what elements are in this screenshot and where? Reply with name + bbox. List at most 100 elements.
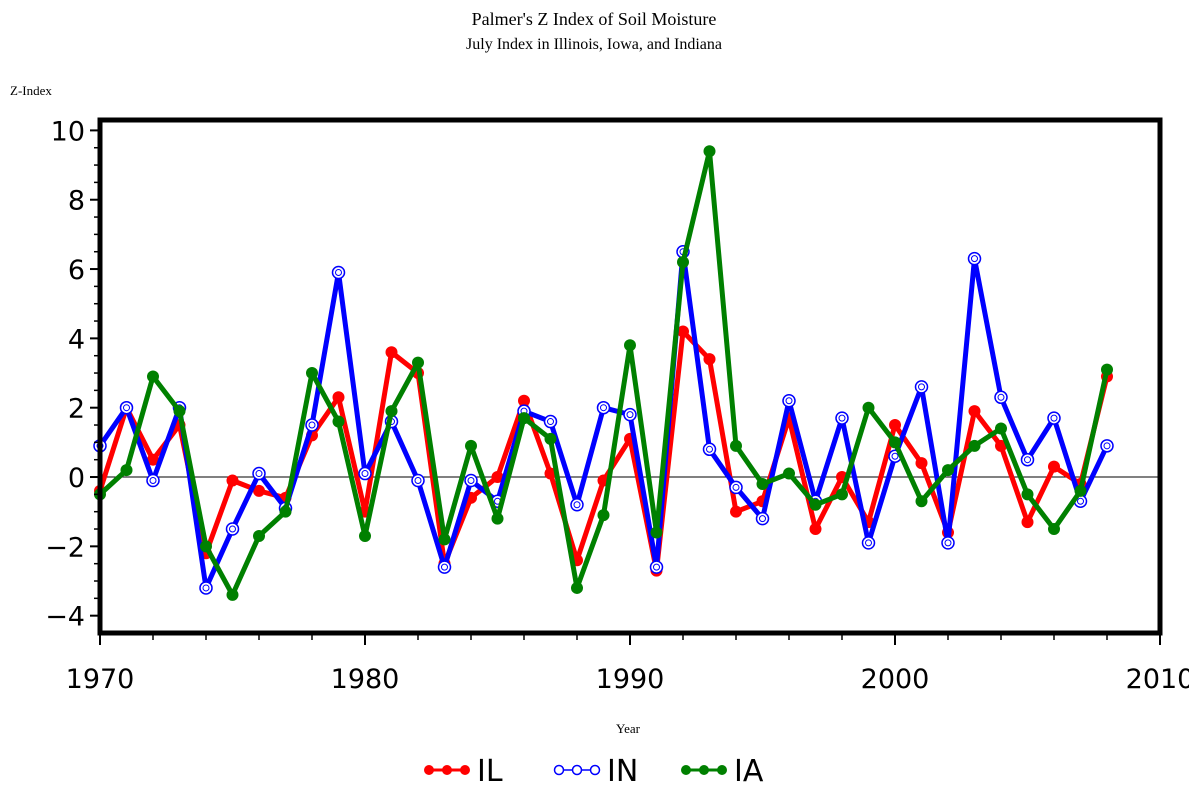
- legend-marker-ia: [717, 765, 727, 775]
- data-point-ia: [173, 405, 186, 418]
- data-point-in: [967, 251, 982, 266]
- data-point-il: [1048, 460, 1060, 473]
- y-tick-label: −2: [45, 532, 85, 563]
- data-point-in: [411, 473, 425, 488]
- data-point-in: [861, 536, 876, 550]
- data-point-il: [677, 325, 689, 338]
- data-point-il: [1021, 516, 1034, 529]
- data-point-ia: [465, 439, 477, 452]
- y-axis-label: Z-Index: [10, 83, 52, 98]
- data-point-il: [332, 391, 345, 404]
- chart-title: Palmer's Z Index of Soil Moisture: [472, 9, 717, 29]
- data-point-il: [226, 474, 239, 487]
- data-point-inner-in: [1024, 456, 1031, 464]
- data-point-il: [995, 439, 1007, 452]
- y-tick-label: 10: [51, 116, 85, 147]
- legend-marker-il: [460, 765, 470, 775]
- y-tick-label: 4: [68, 324, 85, 355]
- data-point-ia: [862, 401, 875, 414]
- plot-frame: [97, 117, 1163, 636]
- data-point-il: [518, 394, 530, 407]
- data-point-ia: [226, 588, 239, 601]
- series-line-ia: [98, 148, 1110, 598]
- data-point-inner-in: [944, 539, 952, 547]
- x-tick-label: 2000: [861, 664, 930, 695]
- data-point-ia: [438, 533, 451, 546]
- data-point-ia: [703, 145, 716, 158]
- data-point-ia: [306, 367, 318, 380]
- data-point-ia: [385, 405, 398, 418]
- data-point-inner-in: [414, 476, 422, 484]
- data-point-inner-in: [361, 470, 369, 478]
- data-point-inner-in: [229, 525, 236, 533]
- data-point-inner-in: [467, 476, 475, 484]
- data-point-inner-in: [626, 411, 634, 419]
- data-point-in: [331, 265, 346, 280]
- data-point-il: [730, 505, 742, 518]
- data-point-in: [1047, 411, 1061, 425]
- data-point-inner-in: [600, 404, 607, 412]
- y-tick-label: 0: [68, 463, 85, 494]
- data-point-ia: [730, 439, 742, 452]
- data-point-inner-in: [653, 563, 660, 571]
- data-point-ia: [1021, 488, 1034, 501]
- data-point-inner-in: [891, 452, 899, 460]
- data-point-ia: [279, 505, 292, 518]
- data-point-in: [1020, 452, 1035, 467]
- y-tick-label: 6: [68, 255, 85, 286]
- data-point-ia: [491, 512, 504, 525]
- data-point-in: [358, 466, 372, 481]
- data-point-in: [623, 407, 637, 422]
- data-point-inner-in: [308, 421, 316, 429]
- data-point-inner-in: [997, 393, 1005, 401]
- data-point-inner-in: [255, 470, 263, 478]
- data-point-il: [968, 405, 981, 418]
- data-point-in: [835, 411, 849, 425]
- data-point-ia: [783, 467, 795, 480]
- data-point-ia: [597, 509, 610, 522]
- data-point-in: [199, 581, 213, 595]
- data-point-in: [782, 394, 796, 408]
- data-point-inner-in: [202, 584, 210, 592]
- data-point-inner-in: [149, 476, 157, 484]
- x-axis: 1970 1980 1990 2000 2010: [66, 633, 1189, 695]
- y-tick-label: 8: [68, 186, 85, 217]
- data-point-in: [119, 400, 134, 415]
- data-point-ia: [518, 412, 530, 425]
- data-point-in: [146, 473, 160, 488]
- data-point-inner-in: [706, 445, 713, 453]
- data-point-ia: [332, 415, 345, 428]
- legend: IL IN IA: [424, 754, 764, 786]
- legend-marker-il: [442, 765, 452, 775]
- data-point-inner-in: [335, 269, 342, 277]
- x-axis-label: Year: [616, 721, 641, 736]
- data-point-il: [809, 523, 822, 536]
- data-point-il: [915, 457, 928, 470]
- y-tick-label: −4: [45, 602, 85, 633]
- data-point-ia: [412, 356, 424, 369]
- data-point-in: [702, 442, 717, 457]
- data-point-ia: [120, 464, 133, 477]
- legend-label-ia: IA: [734, 754, 764, 786]
- data-point-in: [729, 480, 743, 495]
- data-point-ia: [995, 422, 1007, 435]
- legend-marker-in: [589, 764, 601, 776]
- data-point-inner-in: [1077, 497, 1084, 505]
- data-point-inner-in: [1050, 414, 1058, 422]
- data-point-ia: [915, 495, 928, 508]
- data-point-ia: [836, 488, 848, 501]
- data-point-ia: [677, 256, 689, 269]
- series-group: [93, 145, 1114, 601]
- data-point-in: [437, 560, 452, 574]
- x-tick-label: 1990: [596, 664, 665, 695]
- data-point-ia: [253, 529, 265, 542]
- x-tick-label: 1970: [66, 664, 135, 695]
- data-point-ia: [756, 477, 769, 490]
- data-point-ia: [942, 464, 954, 477]
- legend-marker-in: [553, 764, 565, 776]
- legend-label-il: IL: [477, 754, 503, 786]
- data-point-ia: [571, 581, 583, 594]
- data-point-inner-in: [838, 414, 846, 422]
- data-point-il: [889, 419, 901, 432]
